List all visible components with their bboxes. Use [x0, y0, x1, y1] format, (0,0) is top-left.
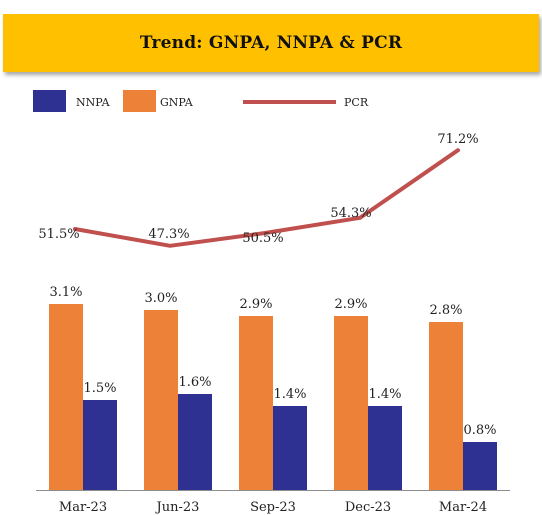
pcr-line — [73, 148, 460, 248]
chart-title: Trend: GNPA, NNPA & PCR — [139, 33, 403, 53]
x-tick-label-dec-23: Dec-23 — [345, 500, 391, 515]
bars-layer — [49, 304, 497, 490]
gnpa-bar-mar-23 — [49, 304, 83, 490]
gnpa-label-dec-23: 2.9% — [334, 297, 367, 312]
gnpa-label-sep-23: 2.9% — [239, 297, 272, 312]
pcr-label-sep-23: 50.5% — [242, 231, 283, 246]
nnpa-bar-jun-23 — [178, 394, 212, 490]
legend-label-gnpa: GNPA — [160, 96, 194, 109]
legend-swatch-nnpa — [33, 90, 66, 112]
gnpa-bar-sep-23 — [239, 316, 273, 490]
data-labels-layer: 3.1% 1.5% 3.0% 1.6% 2.9% 1.4% 2.9% 1.4% 2.8% 0.8%… — [38, 132, 496, 438]
x-axis: Mar-23 Jun-23 Sep-23 Dec-23 Mar-24 — [36, 490, 510, 515]
pcr-label-mar-23: 51.5% — [38, 227, 79, 242]
x-tick-label-mar-23: Mar-23 — [59, 500, 107, 515]
pcr-label-mar-24: 71.2% — [437, 132, 478, 147]
nnpa-bar-sep-23 — [273, 406, 307, 490]
legend: NNPA GNPA PCR — [33, 90, 369, 112]
gnpa-label-mar-23: 3.1% — [49, 285, 82, 300]
gnpa-bar-mar-24 — [429, 322, 463, 490]
nnpa-bar-mar-23 — [83, 400, 117, 490]
nnpa-label-mar-23: 1.5% — [83, 381, 116, 396]
gnpa-label-mar-24: 2.8% — [429, 303, 462, 318]
x-tick-label-mar-24: Mar-24 — [439, 500, 487, 515]
legend-label-pcr: PCR — [344, 96, 369, 109]
pcr-label-jun-23: 47.3% — [148, 227, 189, 242]
nnpa-label-sep-23: 1.4% — [273, 387, 306, 402]
gnpa-label-jun-23: 3.0% — [144, 291, 177, 306]
pcr-label-dec-23: 54.3% — [330, 206, 371, 221]
gnpa-bar-dec-23 — [334, 316, 368, 490]
nnpa-label-jun-23: 1.6% — [178, 375, 211, 390]
legend-label-nnpa: NNPA — [76, 96, 111, 109]
legend-swatch-gnpa — [123, 90, 156, 112]
nnpa-bar-dec-23 — [368, 406, 402, 490]
x-tick-label-sep-23: Sep-23 — [250, 500, 296, 515]
x-tick-label-jun-23: Jun-23 — [155, 500, 200, 515]
gnpa-bar-jun-23 — [144, 310, 178, 490]
pcr-line-layer — [73, 148, 460, 248]
nnpa-bar-mar-24 — [463, 442, 497, 490]
nnpa-label-mar-24: 0.8% — [463, 423, 496, 438]
chart-title-banner: Trend: GNPA, NNPA & PCR — [3, 14, 539, 72]
nnpa-label-dec-23: 1.4% — [368, 387, 401, 402]
